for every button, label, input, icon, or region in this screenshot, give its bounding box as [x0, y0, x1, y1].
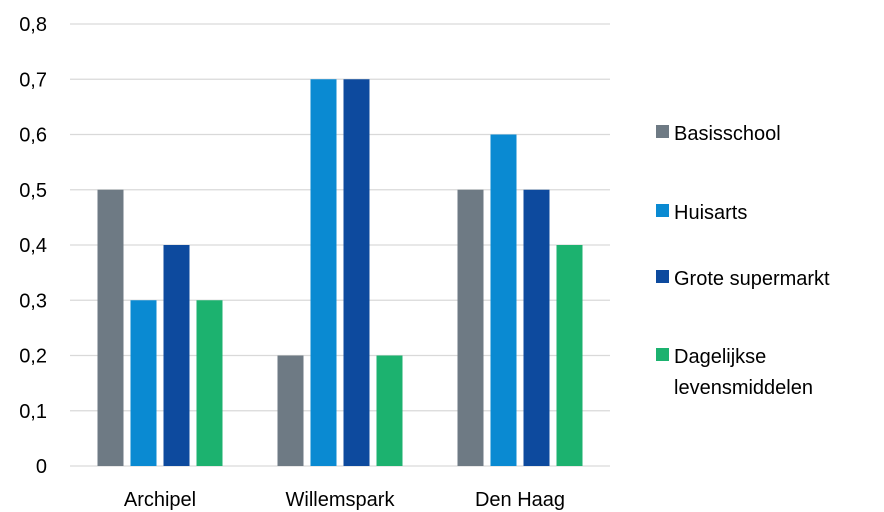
legend-label: levensmiddelen — [674, 377, 813, 399]
bar — [556, 245, 583, 466]
y-tick-label: 0,6 — [19, 125, 47, 147]
bars — [97, 79, 583, 466]
gridlines — [70, 23, 610, 467]
bar — [310, 79, 337, 466]
legend-label: Grote supermarkt — [674, 268, 830, 290]
x-tick-label: Archipel — [124, 489, 196, 511]
x-axis-tick-labels: Archipel Willemspark Den Haag — [124, 489, 565, 511]
y-tick-label: 0,3 — [19, 290, 47, 312]
x-tick-label: Willemspark — [286, 489, 396, 511]
y-tick-label: 0,5 — [19, 180, 47, 202]
legend-swatch — [656, 125, 669, 138]
legend-swatch — [656, 204, 669, 217]
bar — [490, 134, 517, 466]
y-axis-tick-labels: 0 0,1 0,2 0,3 0,4 0,5 0,6 0,7 0,8 — [19, 14, 47, 478]
legend: Basisschool Huisarts Grote supermarkt Dagel… — [656, 123, 830, 399]
bar — [457, 189, 484, 466]
bar — [277, 355, 304, 466]
bar — [163, 245, 190, 466]
bar — [97, 189, 124, 466]
bar — [523, 189, 550, 466]
legend-label: Dagelijkse — [674, 346, 766, 368]
y-tick-label: 0,2 — [19, 346, 47, 368]
bar — [130, 300, 157, 466]
y-tick-label: 0,7 — [19, 69, 47, 91]
y-tick-label: 0,4 — [19, 235, 47, 257]
y-tick-label: 0 — [36, 456, 47, 478]
bar — [196, 300, 223, 466]
bar — [376, 355, 403, 466]
y-tick-label: 0,8 — [19, 14, 47, 36]
x-tick-label: Den Haag — [475, 489, 565, 511]
legend-label: Basisschool — [674, 123, 781, 145]
legend-label: Huisarts — [674, 202, 747, 224]
bar — [343, 79, 370, 466]
legend-swatch — [656, 348, 669, 361]
y-tick-label: 0,1 — [19, 401, 47, 423]
legend-swatch — [656, 270, 669, 283]
